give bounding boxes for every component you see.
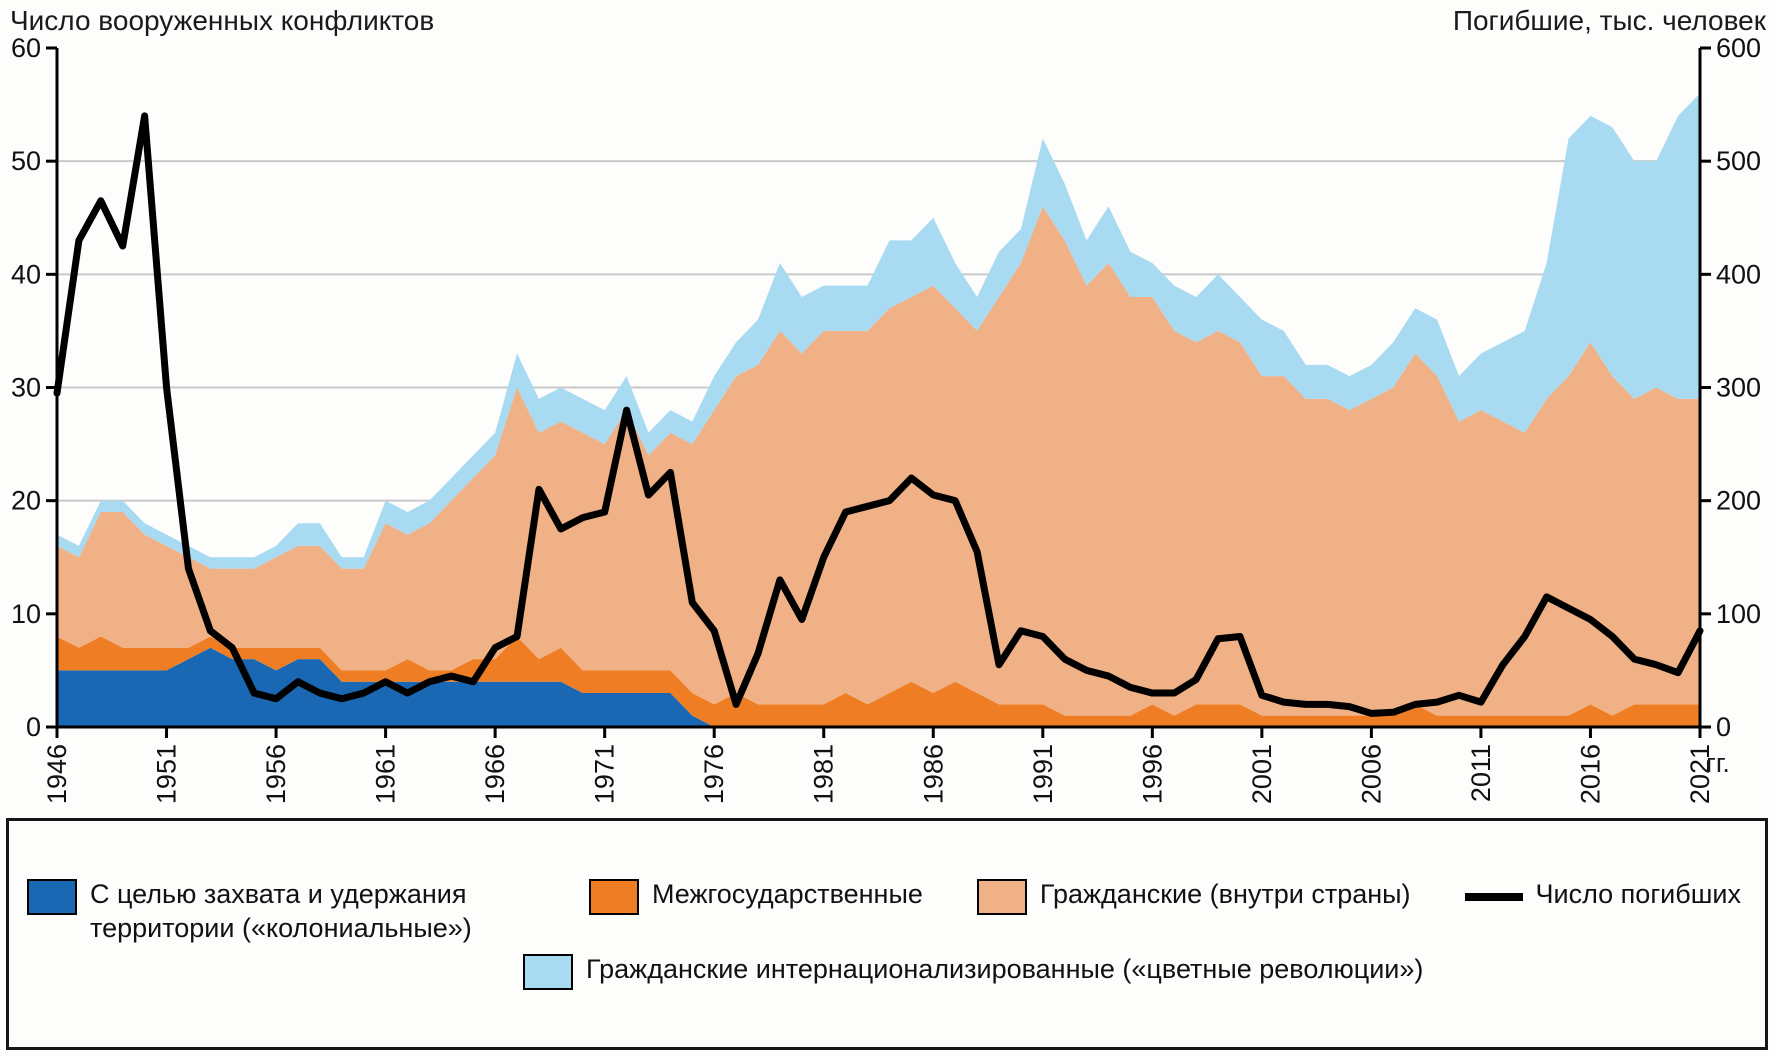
legend-label-internationalized: Гражданские интернационализированные («ц… — [586, 954, 1424, 985]
svg-text:1981: 1981 — [809, 744, 839, 804]
legend-item-civil: Гражданские (внутри страны) — [976, 878, 1411, 915]
svg-text:2006: 2006 — [1356, 744, 1386, 804]
svg-text:1996: 1996 — [1137, 744, 1167, 804]
svg-text:1986: 1986 — [918, 744, 948, 804]
svg-text:1976: 1976 — [699, 744, 729, 804]
svg-text:1956: 1956 — [261, 744, 291, 804]
x-axis-unit-label: гг. — [1706, 748, 1730, 778]
legend-item-deaths: Число погибших — [1464, 878, 1741, 912]
svg-text:600: 600 — [1716, 33, 1761, 63]
legend-row-1: С целью захвата и удержания территории (… — [27, 878, 1747, 946]
svg-text:1946: 1946 — [42, 744, 72, 804]
internationalized-color-swatch — [523, 954, 573, 991]
colonial-color-swatch — [27, 878, 77, 915]
svg-text:60: 60 — [11, 33, 41, 63]
svg-text:10: 10 — [11, 599, 41, 629]
svg-text:1971: 1971 — [590, 744, 620, 804]
legend: С целью захвата и удержания территории (… — [6, 818, 1768, 1050]
svg-text:200: 200 — [1716, 486, 1761, 516]
svg-text:0: 0 — [26, 712, 41, 742]
svg-text:100: 100 — [1716, 599, 1761, 629]
svg-text:1991: 1991 — [1028, 744, 1058, 804]
svg-text:2011: 2011 — [1466, 744, 1496, 802]
deaths-line-swatch — [1464, 892, 1523, 901]
svg-text:30: 30 — [11, 373, 41, 403]
svg-text:1961: 1961 — [371, 744, 401, 804]
legend-label-interstate: Межгосударственные — [651, 878, 923, 909]
svg-text:20: 20 — [11, 486, 41, 516]
svg-text:300: 300 — [1716, 373, 1761, 403]
interstate-color-swatch — [588, 878, 639, 915]
svg-text:2016: 2016 — [1575, 744, 1605, 804]
svg-text:1951: 1951 — [152, 744, 182, 804]
legend-item-internationalized: Гражданские интернационализированные («ц… — [523, 953, 1424, 991]
right-axis-title: Погибшие, тыс. человек — [1452, 5, 1766, 36]
legend-label-civil: Гражданские (внутри страны) — [1039, 878, 1411, 909]
svg-text:2001: 2001 — [1247, 744, 1277, 804]
svg-text:2021: 2021 — [1685, 744, 1715, 804]
civil-color-swatch — [976, 878, 1027, 915]
svg-text:50: 50 — [11, 146, 41, 176]
legend-item-colonial: С целью захвата и удержания территории (… — [27, 878, 535, 946]
svg-text:400: 400 — [1716, 259, 1761, 289]
legend-label-colonial: С целью захвата и удержания территории (… — [90, 878, 472, 943]
svg-text:0: 0 — [1716, 712, 1731, 742]
left-axis-title: Число вооруженных конфликтов — [10, 5, 435, 36]
legend-row-2: Гражданские интернационализированные («ц… — [27, 953, 1747, 991]
legend-item-interstate: Межгосударственные — [588, 878, 923, 915]
svg-text:40: 40 — [11, 259, 41, 289]
legend-label-deaths: Число погибших — [1535, 878, 1741, 909]
svg-text:1966: 1966 — [480, 744, 510, 804]
svg-text:500: 500 — [1716, 146, 1761, 176]
